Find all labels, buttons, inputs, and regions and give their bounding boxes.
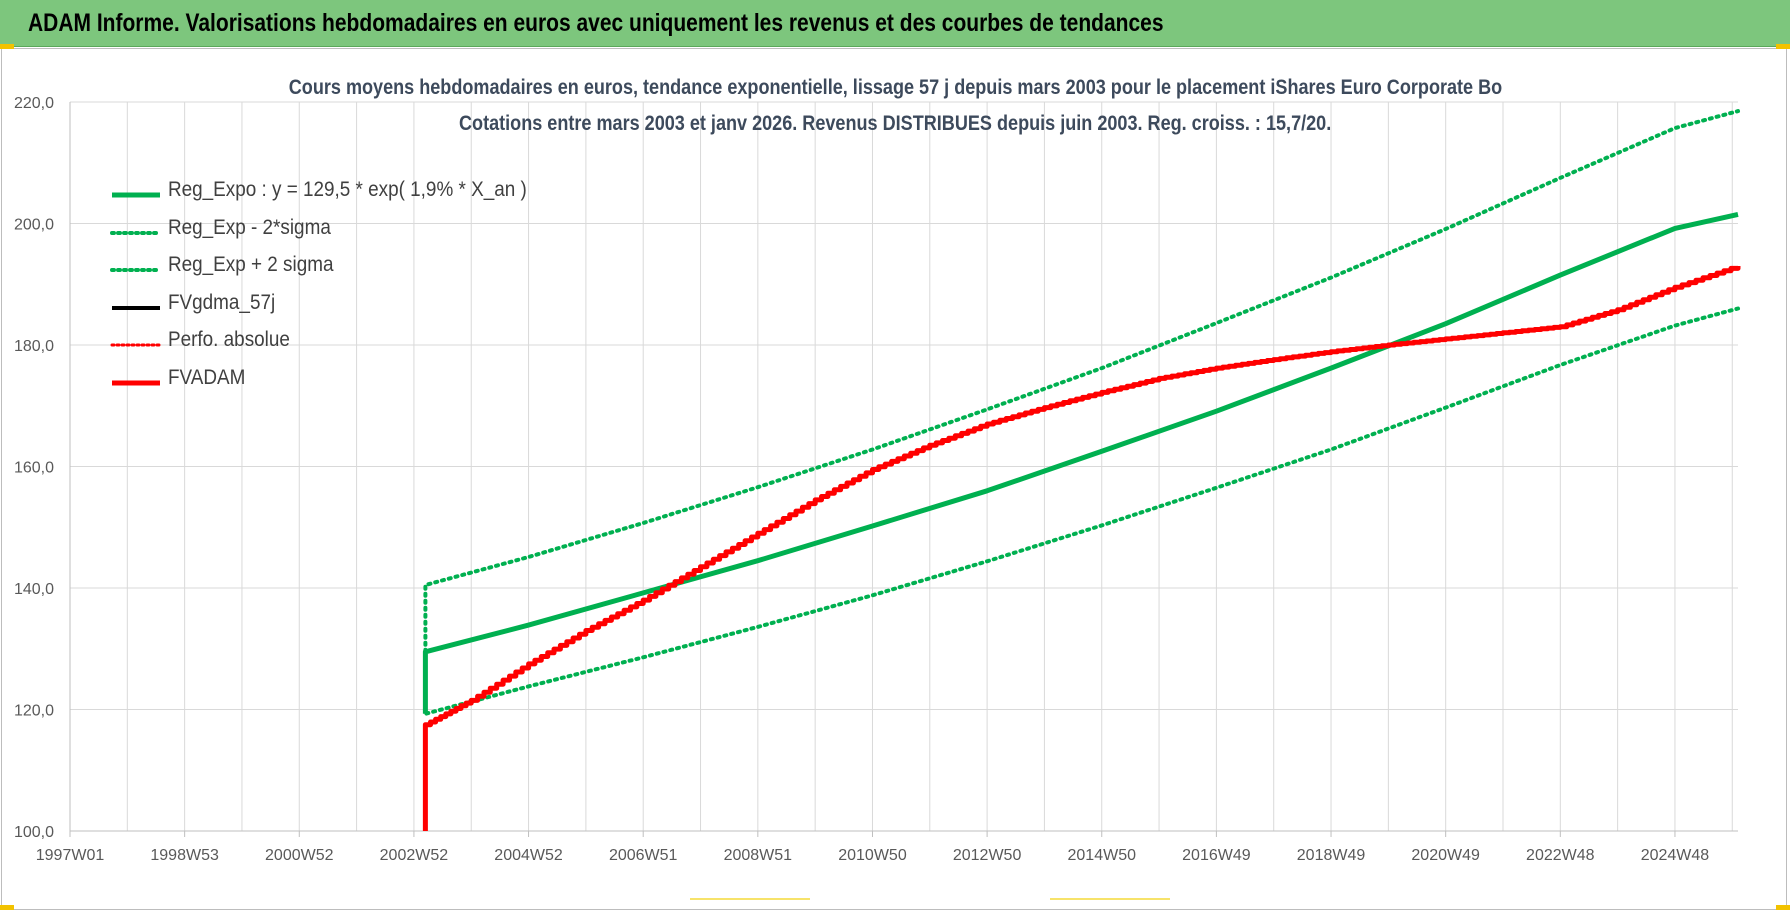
x-tick-label: 2004W52 <box>494 847 563 864</box>
legend-label-reg-expo: Reg_Expo : y = 129,5 * exp( 1,9% * X_an … <box>168 178 527 201</box>
y-tick-label: 120,0 <box>14 703 54 720</box>
legend-swatch-fvgdma <box>112 305 160 310</box>
x-tick-label: 2014W50 <box>1068 847 1137 864</box>
legend-label-fvgdma: FVgdma_57j <box>168 290 276 314</box>
corner-marker-bl <box>0 905 14 910</box>
corner-marker-tl <box>0 44 14 49</box>
series-line-reg-expo-y-129-5-exp-1-9-x-an <box>422 211 1739 714</box>
legend-swatch-fvadam <box>112 380 160 385</box>
y-tick-label: 200,0 <box>14 217 54 234</box>
legend-swatch-reg-expo <box>112 192 160 198</box>
banner: ADAM Informe. Valorisations hebdomadaire… <box>0 0 1790 47</box>
x-tick-label: 1998W53 <box>150 847 219 864</box>
y-tick-label: 220,0 <box>14 95 54 112</box>
series-line-reg-exp-2-sigma <box>423 109 1740 654</box>
bottom-accent-2 <box>1050 898 1170 900</box>
legend-label-perfo-absolue: Perfo. absolue <box>168 328 290 351</box>
legend-label-reg-exp-plus: Reg_Exp + 2 sigma <box>168 253 334 276</box>
y-tick-label: 160,0 <box>14 460 54 477</box>
corner-marker-br <box>1776 905 1790 910</box>
x-tick-label: 2006W51 <box>609 847 678 864</box>
bottom-accent-1 <box>690 898 810 900</box>
legend-swatch-perfo-absolue <box>110 343 162 347</box>
y-tick-label: 100,0 <box>14 824 54 841</box>
x-tick-label: 2024W48 <box>1641 847 1710 864</box>
x-tick-label: 1997W01 <box>36 847 105 864</box>
banner-title: ADAM Informe. Valorisations hebdomadaire… <box>28 9 1164 37</box>
x-tick-label: 2008W51 <box>724 847 793 864</box>
x-tick-label: 2018W49 <box>1297 847 1366 864</box>
x-tick-label: 2000W52 <box>265 847 334 864</box>
x-tick-label: 2012W50 <box>953 847 1022 864</box>
y-tick-label: 140,0 <box>14 581 54 598</box>
x-tick-label: 2022W48 <box>1526 847 1595 864</box>
x-tick-label: 2002W52 <box>380 847 449 864</box>
chart-frame <box>1 48 1787 910</box>
series-line-fvadam <box>422 265 1741 831</box>
legend-swatch-reg-exp-plus <box>110 268 162 272</box>
corner-marker-tr <box>1776 44 1790 49</box>
x-tick-label: 2010W50 <box>838 847 907 864</box>
chart-subtitle: Cotations entre mars 2003 et janv 2026. … <box>458 112 1332 135</box>
legend-swatch-reg-exp-minus <box>110 230 162 235</box>
chart-title: Cours moyens hebdomadaires en euros, ten… <box>288 76 1502 99</box>
series-line-reg-exp-2-sigma <box>423 306 1740 716</box>
legend-label-reg-exp-minus: Reg_Exp - 2*sigma <box>168 215 331 239</box>
x-tick-label: 2016W49 <box>1182 847 1251 864</box>
x-tick-label: 2020W49 <box>1411 847 1480 864</box>
y-tick-label: 180,0 <box>14 338 54 355</box>
legend-label-fvadam: FVADAM <box>168 365 246 389</box>
